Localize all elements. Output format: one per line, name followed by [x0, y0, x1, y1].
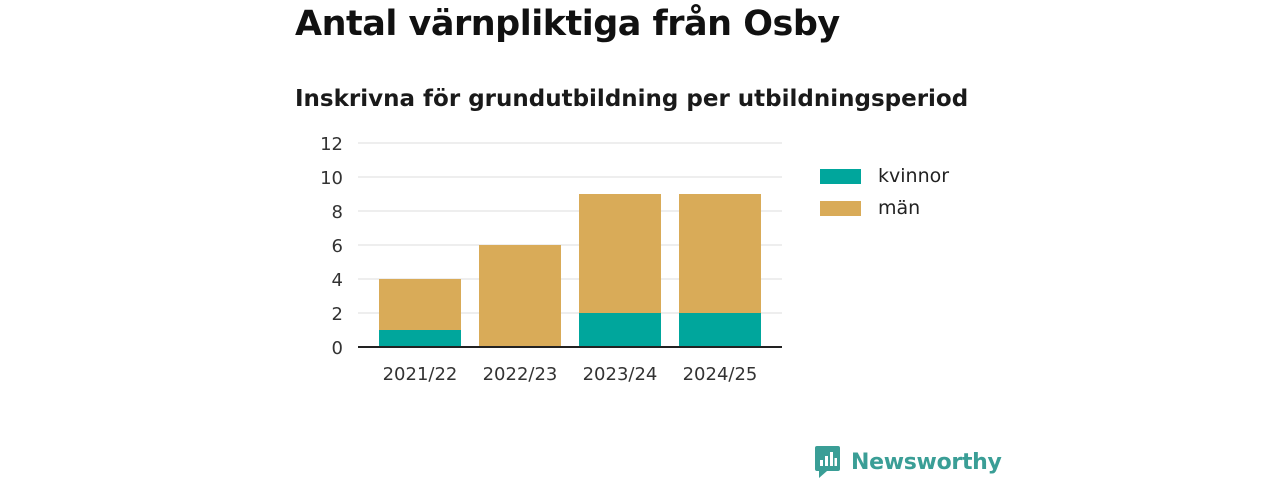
bar-2024-25-series-1: [679, 194, 761, 313]
chart-title: Antal värnpliktiga från Osby: [295, 4, 840, 44]
y-tick-label-2: 2: [332, 304, 343, 325]
chart-subtitle: Inskrivna för grundutbildning per utbild…: [295, 86, 969, 112]
y-tick-label-0: 0: [332, 338, 343, 359]
y-tick-label-8: 8: [332, 202, 343, 223]
x-tick-label-1: 2022/23: [483, 364, 558, 385]
x-tick-label-0: 2021/22: [383, 364, 458, 385]
bars: [379, 194, 761, 347]
y-tick-label-12: 12: [320, 134, 343, 155]
bar-2023-24-series-1: [579, 194, 661, 313]
x-tick-label-2: 2023/24: [583, 364, 658, 385]
legend-swatch-kvinnor: [820, 168, 861, 184]
legend-item-kvinnor: kvinnor: [820, 160, 949, 192]
y-tick-label-6: 6: [332, 236, 343, 257]
bar-2024-25-series-0: [679, 313, 761, 347]
legend-item-man: män: [820, 192, 949, 224]
y-tick-label-10: 10: [320, 168, 343, 189]
bar-2023-24-series-0: [579, 313, 661, 347]
brand-name: Newsworthy: [851, 449, 1002, 475]
bar-2021-22-series-1: [379, 279, 461, 330]
legend-label-kvinnor: kvinnor: [878, 165, 950, 187]
legend-swatch-man: [820, 200, 861, 216]
bar-2022-23-series-1: [479, 245, 561, 347]
x-tick-label-3: 2024/25: [683, 364, 758, 385]
legend-label-man: män: [878, 197, 921, 219]
x-tick-labels: 2021/22 2022/23 2023/24 2024/25: [383, 364, 758, 385]
bar-2021-22-series-0: [379, 330, 461, 347]
stacked-bar-chart: 0 2 4 6 8 10 12 2021/22 2022/23 2023/24 2024/25: [320, 134, 782, 385]
y-tick-labels: 0 2 4 6 8 10 12: [320, 134, 343, 359]
brand: Newsworthy: [814, 445, 1002, 479]
y-tick-label-4: 4: [332, 270, 343, 291]
newsworthy-logo-icon: [815, 446, 840, 478]
legend: kvinnor män: [820, 160, 949, 224]
